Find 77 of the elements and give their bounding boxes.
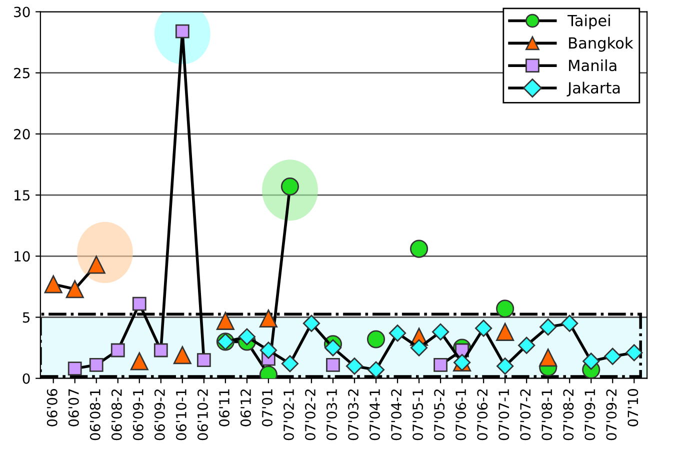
x-tick-label: 07'01 — [262, 389, 272, 426]
x-tick-label: 07'02-1 — [283, 389, 294, 440]
x-tick-label: 07'06-2 — [477, 389, 488, 440]
point — [561, 314, 578, 332]
x-tick-label: 07'02-2 — [305, 389, 316, 440]
point — [475, 320, 492, 337]
x-tick-label: 07'07-1 — [498, 389, 510, 440]
x-tick-label: 06'09-1 — [132, 389, 144, 440]
point — [87, 256, 106, 274]
x-tick-label: 06'11 — [218, 389, 230, 426]
point — [259, 309, 278, 328]
point — [410, 240, 428, 258]
point — [302, 314, 320, 332]
legend-label: Jakarta — [566, 82, 620, 96]
point — [434, 358, 448, 372]
point — [604, 348, 622, 365]
x-tick-label: 07'03-2 — [348, 389, 359, 440]
x-tick-label: 06'09-2 — [154, 389, 165, 440]
point — [366, 330, 386, 348]
x-tick-label: 06'10-2 — [197, 389, 208, 440]
point — [154, 343, 168, 358]
y-tick-label: 30 — [14, 6, 30, 18]
x-tick-label: 07'04-2 — [391, 389, 402, 440]
x-tick-label: 07'08-2 — [563, 389, 574, 440]
x-tick-label: 06'10-1 — [176, 389, 186, 440]
point — [518, 336, 536, 354]
point — [582, 352, 600, 370]
point — [89, 358, 104, 372]
x-tick-label: 06'07 — [68, 389, 79, 426]
point — [44, 275, 62, 294]
point — [326, 358, 340, 372]
point — [216, 312, 234, 330]
x-tick-label: 07'07-2 — [520, 389, 531, 440]
point — [388, 324, 406, 342]
point — [238, 328, 256, 346]
x-tick-label: 07'05-2 — [434, 389, 445, 440]
point — [110, 343, 125, 358]
point — [432, 323, 450, 340]
point — [346, 358, 364, 375]
x-tick-label: 07'08-1 — [542, 389, 552, 440]
x-tick-label: 07'09-1 — [584, 389, 596, 440]
point — [130, 352, 148, 370]
y-tick-label: 15 — [14, 190, 30, 201]
point — [260, 342, 278, 359]
x-tick-label: 06'08-2 — [111, 389, 122, 440]
point — [496, 300, 514, 318]
point — [281, 355, 299, 372]
point — [496, 322, 514, 341]
point — [539, 348, 558, 367]
x-tick-label: 07'06-1 — [456, 389, 466, 440]
legend-label: Manila — [569, 59, 616, 72]
x-tick-label: 07'03-1 — [326, 389, 338, 440]
point — [626, 344, 643, 362]
point — [132, 296, 146, 311]
point — [367, 361, 385, 378]
point — [324, 339, 342, 356]
point — [173, 346, 192, 364]
legend-label: Taipei — [568, 14, 610, 30]
x-tick-label: 06'08-1 — [90, 389, 100, 440]
x-tick-label: 07'09-2 — [606, 389, 617, 440]
x-tick-label: 07'05-1 — [412, 389, 424, 440]
point — [196, 353, 211, 367]
point — [66, 280, 84, 298]
x-tick-label: 06'12 — [240, 389, 251, 426]
y-tick-label: 20 — [14, 128, 30, 140]
y-tick-label: 0 — [22, 373, 30, 384]
point — [68, 362, 82, 376]
y-tick-label: 10 — [14, 251, 30, 262]
y-tick-label: 25 — [14, 68, 30, 78]
point — [410, 339, 428, 356]
x-tick-label: 06'06 — [46, 388, 58, 426]
y-tick-label: 5 — [22, 312, 30, 323]
x-tick-label: 07'10 — [628, 388, 638, 426]
point — [496, 358, 514, 375]
point — [540, 318, 557, 336]
x-tick-label: 07'04-1 — [370, 389, 380, 440]
legend-label: Bangkok — [569, 36, 634, 52]
